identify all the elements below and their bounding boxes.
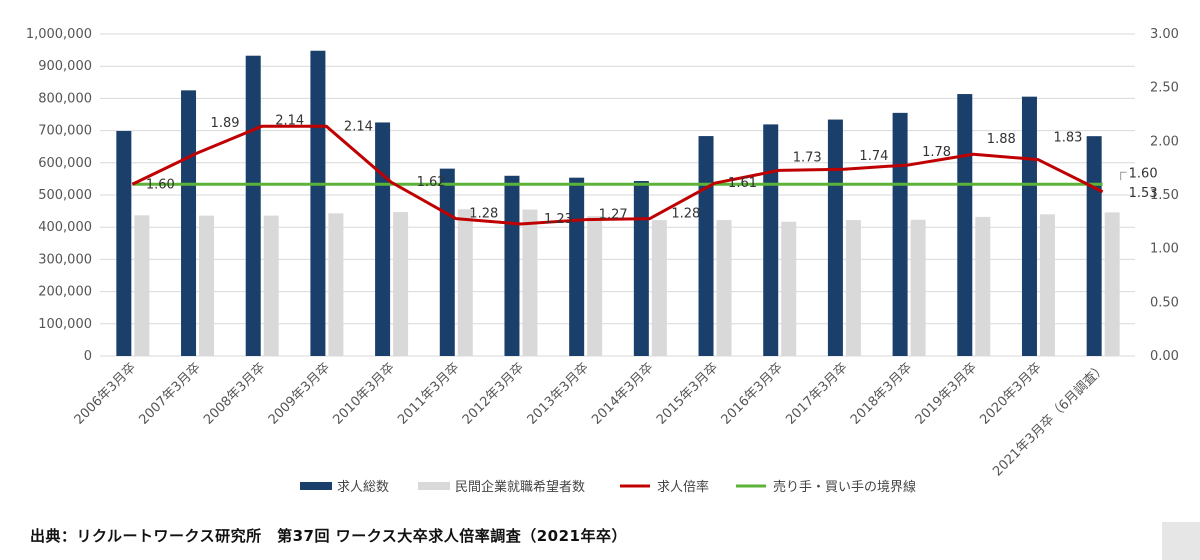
bar-kyujin-soshu: [1086, 136, 1102, 356]
y-right-tick-label: 1.50: [1150, 188, 1179, 203]
y-left-tick-label: 0: [84, 349, 92, 364]
legend-shushoku-kibosha-swatch: [418, 482, 450, 490]
ratio-data-label: 1.23: [544, 212, 573, 227]
x-category-label: 2010年3月卒: [330, 360, 397, 427]
y-left-tick-label: 600,000: [38, 156, 92, 171]
x-category-label: 2017年3月卒: [783, 360, 850, 427]
bar-kyujin-soshu: [375, 122, 391, 356]
x-category-label: 2013年3月卒: [525, 360, 592, 427]
y-right-tick-label: 2.50: [1150, 81, 1179, 96]
ratio-line: [131, 124, 1104, 226]
source-citation: 出典：リクルートワークス研究所 第37回 ワークス大卒求人倍率調査（2021年卒…: [30, 527, 627, 545]
bar-shushoku-kibosha: [910, 219, 926, 356]
y-left-tick-label: 300,000: [38, 252, 92, 267]
y-left-tick-label: 700,000: [38, 124, 92, 139]
y-left-tick-label: 200,000: [38, 285, 92, 300]
x-category-label: 2011年3月卒: [395, 360, 462, 427]
bar-shushoku-kibosha: [199, 215, 215, 356]
legend-kyujin-soshu-text: 求人総数: [337, 480, 389, 495]
ratio-data-label: 1.73: [793, 150, 822, 165]
bar-shushoku-kibosha: [587, 216, 603, 356]
y-right-tick-label: 3.00: [1150, 27, 1179, 42]
bar-kyujin-soshu: [310, 50, 326, 357]
ratio-data-label: 2.14: [344, 119, 373, 134]
bar-shushoku-kibosha: [1104, 212, 1120, 356]
bar-kyujin-soshu: [569, 177, 585, 356]
ratio-data-label: 1.62: [417, 175, 446, 190]
legend: 求人総数 民間企業就職希望者数 求人倍率 売り手・買い手の境界線: [300, 479, 916, 495]
y-right-tick-label: 2.00: [1150, 134, 1179, 149]
corner-block: [1162, 522, 1200, 560]
y-left-tick-label: 800,000: [38, 91, 92, 106]
ratio-data-label: 1.78: [922, 145, 951, 160]
bar-kyujin-soshu: [245, 55, 261, 357]
x-category-label: 2007年3月卒: [136, 360, 203, 427]
ratio-data-label: 1.53: [1129, 186, 1158, 201]
bar-shushoku-kibosha: [522, 209, 538, 356]
bar-shushoku-kibosha: [328, 213, 344, 356]
ratio-data-label: 1.83: [1053, 131, 1082, 146]
bar-shushoku-kibosha: [781, 221, 797, 356]
ratio-data-label: 2.14: [275, 113, 304, 128]
bar-kyujin-soshu: [633, 180, 649, 356]
bar-kyujin-soshu: [1021, 96, 1037, 357]
y-left-tick-label: 500,000: [38, 188, 92, 203]
x-category-label: 2018年3月卒: [848, 360, 915, 427]
y-left-tick-label: 1,000,000: [26, 27, 92, 42]
x-category-label: 2006年3月卒: [72, 360, 139, 427]
boundary-data-label: 1.60: [1129, 166, 1158, 181]
bar-kyujin-soshu: [439, 168, 455, 356]
bar-kyujin-soshu: [827, 119, 843, 357]
ratio-data-label: 1.60: [146, 177, 175, 192]
bar-kyujin-soshu: [181, 90, 197, 356]
bar-kyujin-soshu: [116, 130, 132, 356]
bar-shushoku-kibosha: [651, 220, 667, 356]
x-category-label: 2012年3月卒: [460, 360, 527, 427]
bar-shushoku-kibosha: [975, 216, 991, 356]
ratio-data-label: 1.88: [987, 132, 1016, 147]
y-right-tick-label: 0.50: [1150, 295, 1179, 310]
y-left-tick-label: 900,000: [38, 59, 92, 74]
bar-shushoku-kibosha: [457, 209, 473, 356]
y-right-tick-label: 0.00: [1150, 349, 1179, 364]
ratio-data-label: 1.61: [728, 176, 757, 191]
bar-shushoku-kibosha: [845, 220, 861, 356]
x-category-label: 2008年3月卒: [201, 360, 268, 427]
x-category-label: 2009年3月卒: [266, 360, 333, 427]
legend-ratio-text: 求人倍率: [657, 479, 709, 495]
ratio-data-label: 1.89: [211, 116, 240, 131]
x-category-label: 2021年3月卒（6月調査）: [990, 360, 1109, 479]
ratio-data-label: 1.74: [859, 149, 888, 164]
legend-boundary-text: 売り手・買い手の境界線: [773, 479, 916, 495]
x-category-label: 2019年3月卒: [913, 360, 980, 427]
bar-kyujin-soshu: [698, 136, 714, 356]
label-leader-line: [1120, 171, 1127, 181]
ratio-data-label: 1.27: [599, 208, 628, 223]
ratio-data-label: 1.28: [469, 207, 498, 222]
bar-shushoku-kibosha: [1039, 214, 1055, 356]
y-right-tick-label: 1.00: [1150, 242, 1179, 257]
bar-shushoku-kibosha: [716, 220, 732, 356]
bar-shushoku-kibosha: [263, 215, 279, 356]
bar-kyujin-soshu: [504, 175, 520, 356]
ratio-data-label: 1.28: [671, 207, 700, 222]
y-left-tick-label: 400,000: [38, 220, 92, 235]
x-category-label: 2014年3月卒: [589, 360, 656, 427]
bar-kyujin-soshu: [957, 94, 973, 356]
legend-kyujin-soshu-swatch: [300, 482, 332, 490]
bar-shushoku-kibosha: [393, 212, 409, 356]
legend-shushoku-kibosha-text: 民間企業就職希望者数: [455, 479, 585, 495]
x-category-label: 2015年3月卒: [654, 360, 721, 427]
y-left-tick-label: 100,000: [38, 317, 92, 332]
bar-kyujin-soshu: [892, 112, 908, 356]
x-category-label: 2016年3月卒: [719, 360, 786, 427]
x-category-label: 2020年3月卒: [977, 360, 1044, 427]
bar-shushoku-kibosha: [134, 215, 150, 356]
bar-kyujin-soshu: [763, 124, 779, 356]
